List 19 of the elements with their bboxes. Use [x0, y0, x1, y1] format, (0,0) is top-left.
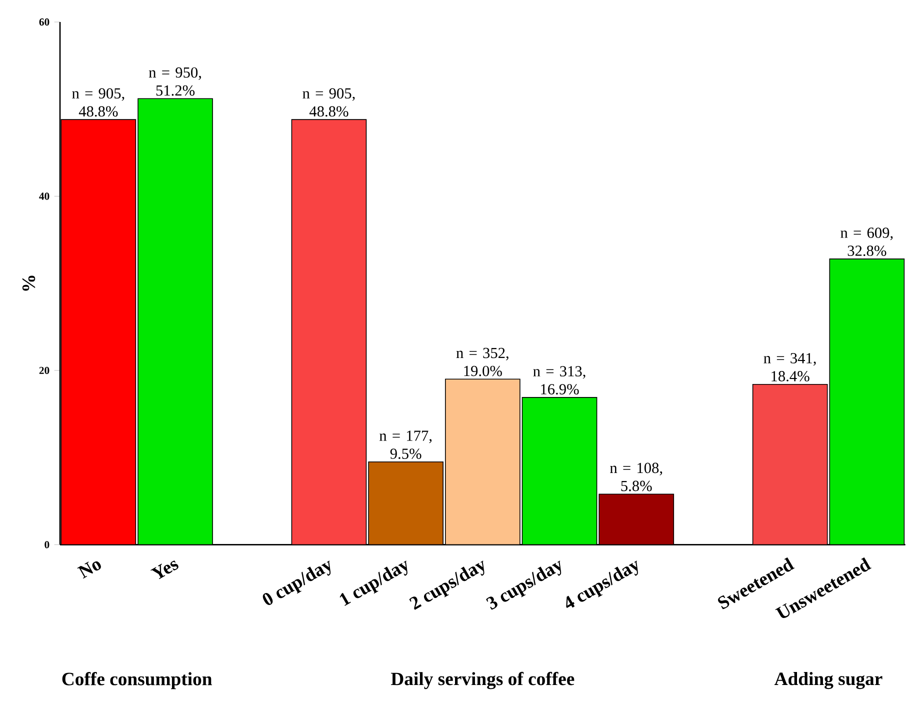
y-tick-label: 0 — [44, 541, 50, 548]
x-tick-label: Yes — [150, 560, 178, 580]
data-label: n = 341, 18.4% — [764, 353, 816, 382]
y-tick-label: 40 — [39, 192, 50, 200]
data-label: n = 905, 48.8% — [72, 88, 124, 117]
data-label: n = 352, 19.0% — [456, 348, 508, 376]
text: Daily servings of coffee — [390, 672, 574, 690]
data-label: n = 950, 51.2% — [148, 67, 201, 96]
y-tick-label: 60 — [39, 18, 50, 26]
data-label: n = 609, 32.8% — [840, 228, 893, 256]
y-tick-label: 20 — [39, 367, 50, 374]
data-label: n = 905, 48.8% — [302, 88, 355, 117]
text: Coffe consumption — [62, 672, 212, 690]
text: Adding sugar — [774, 672, 882, 690]
x-tick-label: No — [77, 562, 101, 579]
data-label: n = 108, 5.8% — [610, 462, 662, 492]
data-label: n = 313, 16.9% — [533, 366, 586, 395]
y-axis-title: % — [22, 276, 36, 291]
data-label: n = 177, 9.5% — [379, 430, 432, 460]
